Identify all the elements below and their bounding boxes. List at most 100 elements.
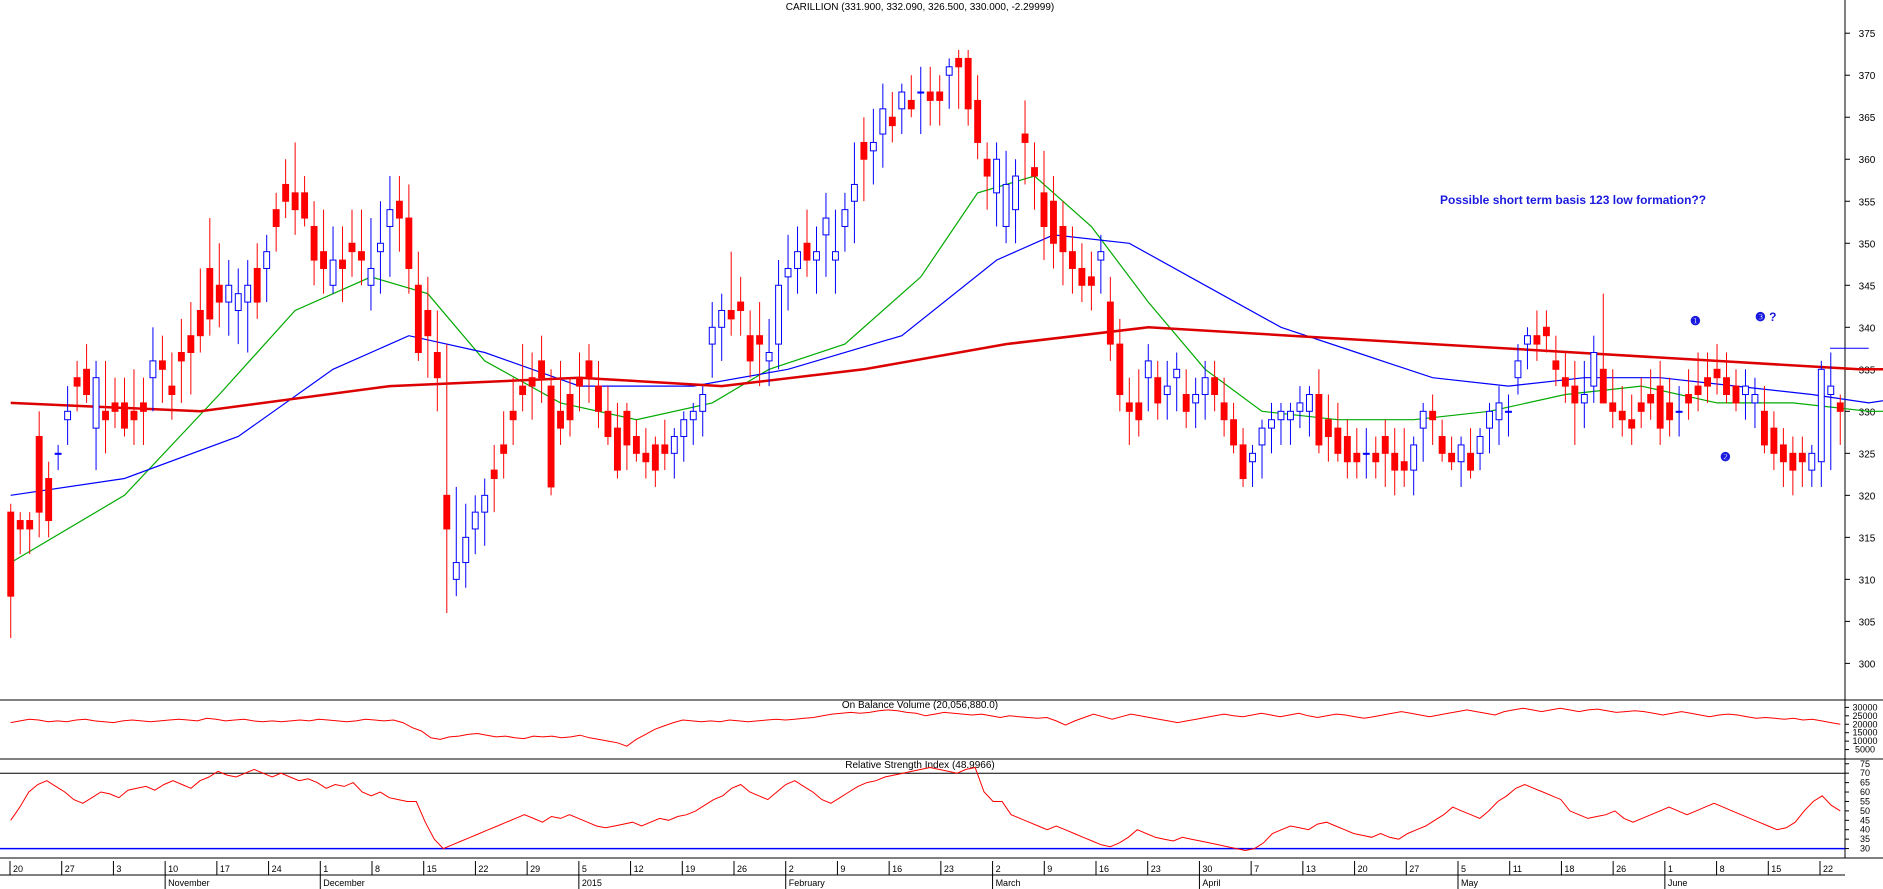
candle bbox=[1751, 377, 1759, 429]
candle bbox=[1154, 360, 1162, 420]
candle bbox=[1230, 402, 1238, 454]
candle bbox=[1343, 419, 1351, 479]
candle-body bbox=[547, 385, 555, 488]
candle-body bbox=[1031, 167, 1038, 177]
candle-body bbox=[1438, 436, 1446, 454]
candle bbox=[566, 377, 574, 437]
candle bbox=[405, 184, 413, 294]
candle bbox=[1192, 377, 1200, 429]
date-tick-label: 24 bbox=[272, 864, 282, 874]
candle-body bbox=[1324, 419, 1332, 438]
candle bbox=[613, 402, 621, 479]
candle-body bbox=[253, 267, 261, 303]
candle bbox=[509, 377, 517, 445]
candle bbox=[1410, 436, 1418, 496]
price-tick-label: 325 bbox=[1859, 449, 1876, 460]
date-tick-label: 2 bbox=[996, 864, 1001, 874]
candle-body bbox=[234, 293, 242, 311]
candle-body bbox=[1277, 410, 1285, 421]
candle-body bbox=[1059, 225, 1067, 253]
candle bbox=[424, 276, 432, 378]
candle bbox=[860, 117, 868, 202]
candle-body bbox=[1391, 452, 1399, 471]
candle-body bbox=[130, 410, 138, 421]
moving-average-mid bbox=[10, 234, 1883, 496]
candle bbox=[945, 58, 953, 109]
candle-body bbox=[149, 360, 157, 379]
candle bbox=[1031, 142, 1038, 210]
candle bbox=[1258, 419, 1266, 479]
candle-body bbox=[926, 91, 934, 101]
candle-body bbox=[1163, 385, 1171, 396]
candle-body bbox=[718, 309, 726, 328]
date-tick-label: 11 bbox=[1513, 864, 1522, 874]
date-tick-label: 13 bbox=[1306, 864, 1316, 874]
candle bbox=[253, 243, 261, 319]
candle bbox=[765, 318, 773, 387]
candle-body bbox=[1021, 133, 1029, 143]
date-tick-label: 3 bbox=[116, 864, 121, 874]
candle bbox=[974, 75, 982, 160]
candle-body bbox=[1230, 419, 1238, 446]
candlesticks bbox=[7, 50, 1844, 639]
candle bbox=[1571, 360, 1579, 445]
candle-body bbox=[386, 209, 394, 227]
candle-body bbox=[993, 158, 1001, 194]
date-tick-label: 16 bbox=[1099, 864, 1109, 874]
candle bbox=[1296, 386, 1304, 429]
candle bbox=[1599, 293, 1607, 404]
candle bbox=[850, 142, 858, 244]
price-chart-title: CARILLION (331.900, 332.090, 326.500, 33… bbox=[786, 2, 1055, 13]
candle bbox=[689, 402, 697, 445]
candle-body bbox=[651, 444, 659, 471]
candle-body bbox=[1637, 402, 1645, 412]
candle-body bbox=[244, 284, 252, 303]
annotation-text: Possible short term basis 123 low format… bbox=[1440, 193, 1706, 207]
moving-average-long bbox=[10, 326, 1883, 413]
obv-tick-label: 20000 bbox=[1852, 719, 1877, 729]
candle-body bbox=[1068, 251, 1076, 269]
candle bbox=[301, 176, 309, 227]
candle-body bbox=[414, 284, 422, 353]
candle bbox=[339, 226, 346, 303]
rsi-panel-title: Relative Strength Index (48.9966) bbox=[845, 760, 995, 771]
candle-body bbox=[765, 352, 773, 362]
candle-body bbox=[1362, 452, 1370, 455]
date-tick-label: 26 bbox=[1616, 864, 1626, 874]
candle-body bbox=[73, 377, 81, 387]
candle bbox=[45, 461, 53, 538]
candle bbox=[1135, 369, 1143, 437]
candle-body bbox=[1305, 394, 1313, 412]
candle-body bbox=[1173, 368, 1181, 379]
candle-body bbox=[699, 394, 707, 412]
candle bbox=[1533, 310, 1541, 361]
date-tick-label: 27 bbox=[65, 864, 75, 874]
candle bbox=[1116, 318, 1124, 412]
rsi-tick-label: 75 bbox=[1860, 759, 1870, 769]
candle-body bbox=[509, 410, 517, 421]
candle-body bbox=[1457, 444, 1465, 463]
candle-body bbox=[358, 251, 365, 261]
candle-body bbox=[26, 520, 34, 530]
candle-body bbox=[632, 436, 640, 454]
date-tick-label: 26 bbox=[737, 864, 747, 874]
candle bbox=[1125, 377, 1133, 445]
candle bbox=[1637, 377, 1645, 429]
candle bbox=[26, 512, 34, 555]
date-tick-label: 15 bbox=[1771, 864, 1781, 874]
annotation-marker-3: ❸ ? bbox=[1755, 310, 1776, 324]
candle-body bbox=[1590, 352, 1598, 387]
candle bbox=[1002, 150, 1010, 244]
candle-body bbox=[1552, 360, 1560, 370]
candle-body bbox=[1732, 385, 1740, 404]
candle bbox=[1087, 251, 1095, 311]
candle-body bbox=[1666, 402, 1674, 421]
candle bbox=[528, 352, 536, 420]
date-tick-label: 20 bbox=[13, 864, 23, 874]
candle bbox=[538, 335, 546, 403]
month-label: December bbox=[323, 878, 365, 888]
candle-body bbox=[1542, 326, 1550, 337]
candle bbox=[158, 335, 166, 403]
candle-body bbox=[282, 183, 290, 202]
